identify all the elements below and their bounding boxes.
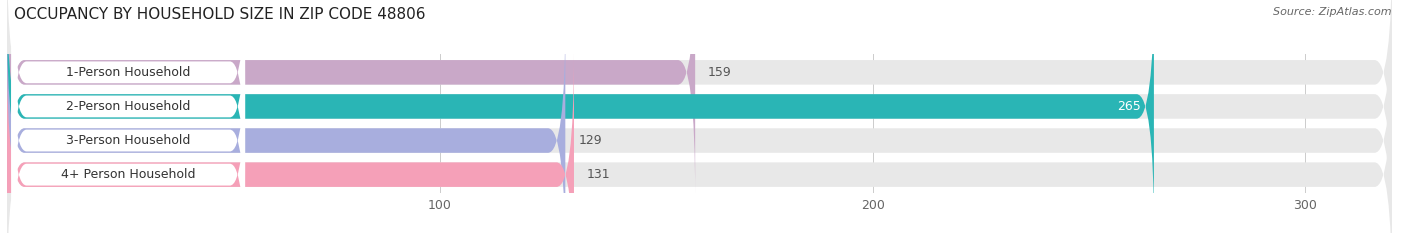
FancyBboxPatch shape (11, 66, 245, 233)
FancyBboxPatch shape (11, 0, 245, 181)
Text: 159: 159 (709, 66, 733, 79)
Text: 265: 265 (1118, 100, 1140, 113)
FancyBboxPatch shape (7, 51, 574, 233)
FancyBboxPatch shape (7, 16, 565, 233)
FancyBboxPatch shape (7, 0, 1392, 231)
FancyBboxPatch shape (11, 32, 245, 233)
Text: OCCUPANCY BY HOUSEHOLD SIZE IN ZIP CODE 48806: OCCUPANCY BY HOUSEHOLD SIZE IN ZIP CODE … (14, 7, 426, 22)
Text: 131: 131 (586, 168, 610, 181)
FancyBboxPatch shape (7, 51, 1392, 233)
FancyBboxPatch shape (7, 0, 1392, 196)
FancyBboxPatch shape (7, 16, 1392, 233)
Text: 2-Person Household: 2-Person Household (66, 100, 190, 113)
FancyBboxPatch shape (11, 0, 245, 215)
Text: 1-Person Household: 1-Person Household (66, 66, 190, 79)
Text: Source: ZipAtlas.com: Source: ZipAtlas.com (1274, 7, 1392, 17)
Text: 4+ Person Household: 4+ Person Household (60, 168, 195, 181)
FancyBboxPatch shape (7, 0, 695, 196)
Text: 3-Person Household: 3-Person Household (66, 134, 190, 147)
Text: 129: 129 (578, 134, 602, 147)
FancyBboxPatch shape (7, 0, 1154, 231)
